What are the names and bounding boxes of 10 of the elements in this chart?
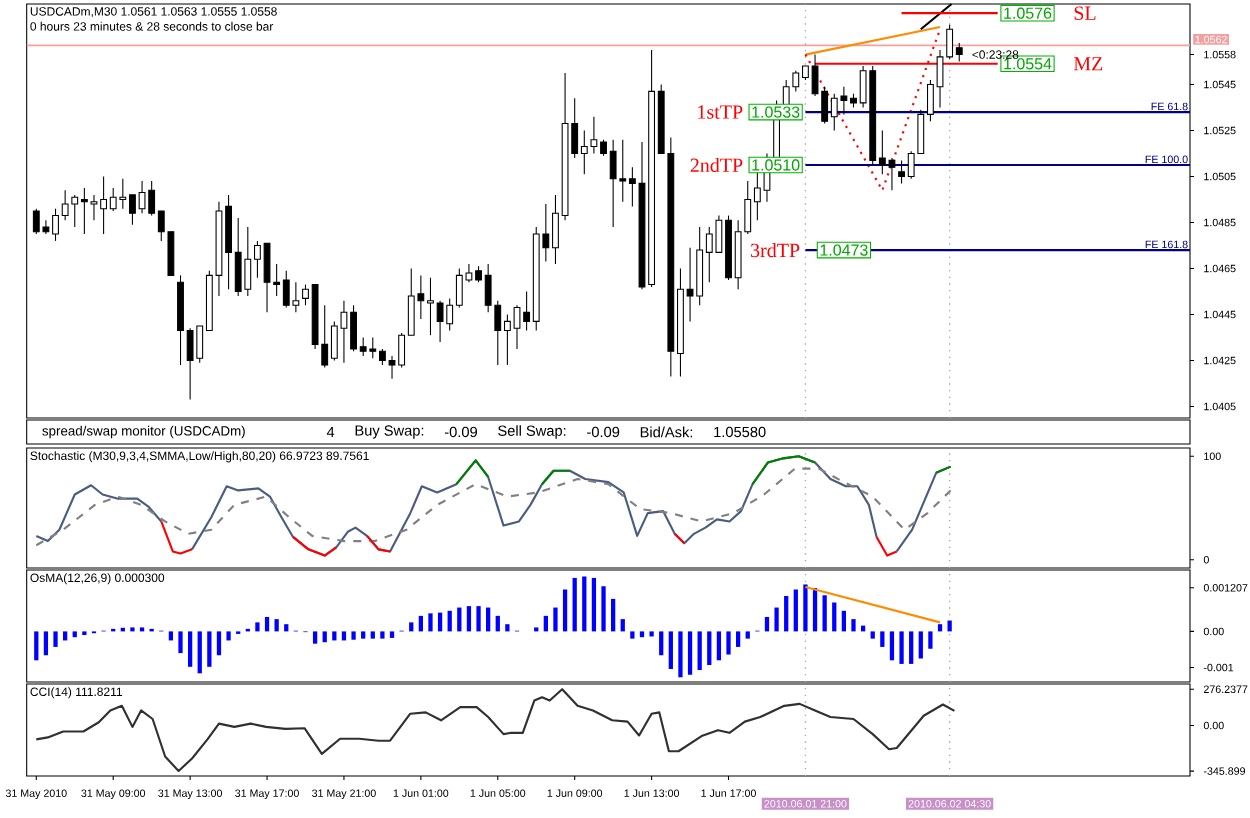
annotation: 2ndTP <box>690 157 743 173</box>
annotation: MZ <box>1073 57 1103 71</box>
annotation: SL <box>1074 6 1096 20</box>
data-label: 1.0533 <box>752 106 800 118</box>
data-label: 1.0554 <box>1004 58 1052 70</box>
data-label: 1.0473 <box>820 244 868 256</box>
data-label: 1.0576 <box>1004 7 1052 19</box>
annotation: 3rdTP <box>751 243 800 258</box>
data-label: 1.0510 <box>752 159 800 171</box>
annotation: 1stTP <box>698 105 743 119</box>
